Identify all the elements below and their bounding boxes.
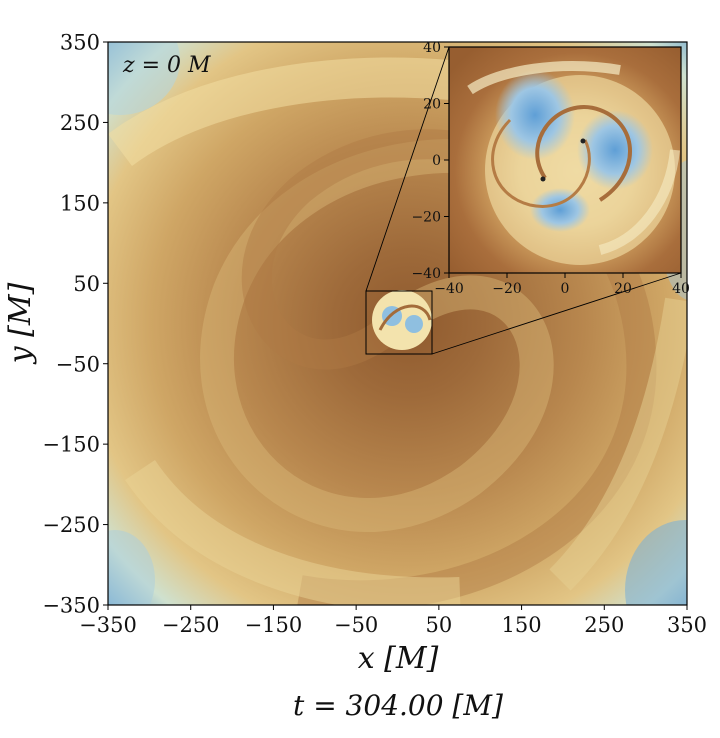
inset-y-tick-label: −40	[411, 266, 441, 282]
inset-x-tick-label: 40	[672, 281, 690, 297]
time-label: t = 304.00 [M]	[293, 689, 503, 722]
main-x-ticks: −350 −250 −150 −50 50 150 250 350	[79, 605, 707, 637]
main-y-tick-label: 350	[60, 31, 100, 55]
x-axis-label: x [M]	[358, 641, 439, 676]
main-x-tick-label: 250	[584, 613, 624, 637]
zoom-connector-top	[365, 46, 450, 292]
zoom-region-box	[365, 290, 433, 355]
main-x-tick-label: −350	[79, 613, 137, 637]
inset-y-ticks: 40 20 0 −20 −40	[411, 40, 449, 282]
inset-y-tick-label: 40	[423, 40, 441, 56]
inset-y-tick-label: 0	[432, 153, 441, 169]
black-hole-marker-right	[580, 138, 586, 144]
main-x-tick-label: 150	[502, 613, 542, 637]
inset-plot	[448, 46, 682, 274]
inset-x-tick-label: −40	[434, 281, 464, 297]
main-x-tick-label: −150	[245, 613, 303, 637]
main-y-tick-label: 250	[60, 111, 100, 135]
main-y-tick-label: 50	[73, 272, 100, 296]
main-axes-frame	[107, 41, 688, 606]
main-x-tick-label: −50	[334, 613, 378, 637]
inset-structure	[467, 61, 680, 265]
zoom-connector-bottom	[431, 272, 682, 355]
main-x-tick-label: 350	[667, 613, 707, 637]
inset-y-tick-label: −20	[411, 210, 441, 226]
main-y-tick-label: −50	[56, 352, 100, 376]
main-y-tick-label: −250	[42, 513, 100, 537]
black-hole-marker-left	[540, 176, 546, 182]
inset-y-tick-label: 20	[423, 97, 441, 113]
main-y-tick-label: 150	[60, 191, 100, 215]
y-axis-label: y [M]	[3, 282, 38, 365]
main-x-tick-label: −250	[162, 613, 220, 637]
inset-x-tick-label: −20	[492, 281, 522, 297]
inset-x-tick-label: 20	[614, 281, 632, 297]
main-y-tick-label: −350	[42, 594, 100, 618]
main-y-ticks: 350 250 150 50 −50 −150 −250 −350	[42, 31, 108, 618]
inset-x-tick-label: 0	[561, 281, 570, 297]
main-x-tick-label: 50	[425, 613, 452, 637]
main-y-tick-label: −150	[42, 433, 100, 457]
z-annotation: z = 0 M	[122, 53, 211, 78]
inset-x-ticks: −40 −20 0 20 40	[434, 273, 690, 297]
